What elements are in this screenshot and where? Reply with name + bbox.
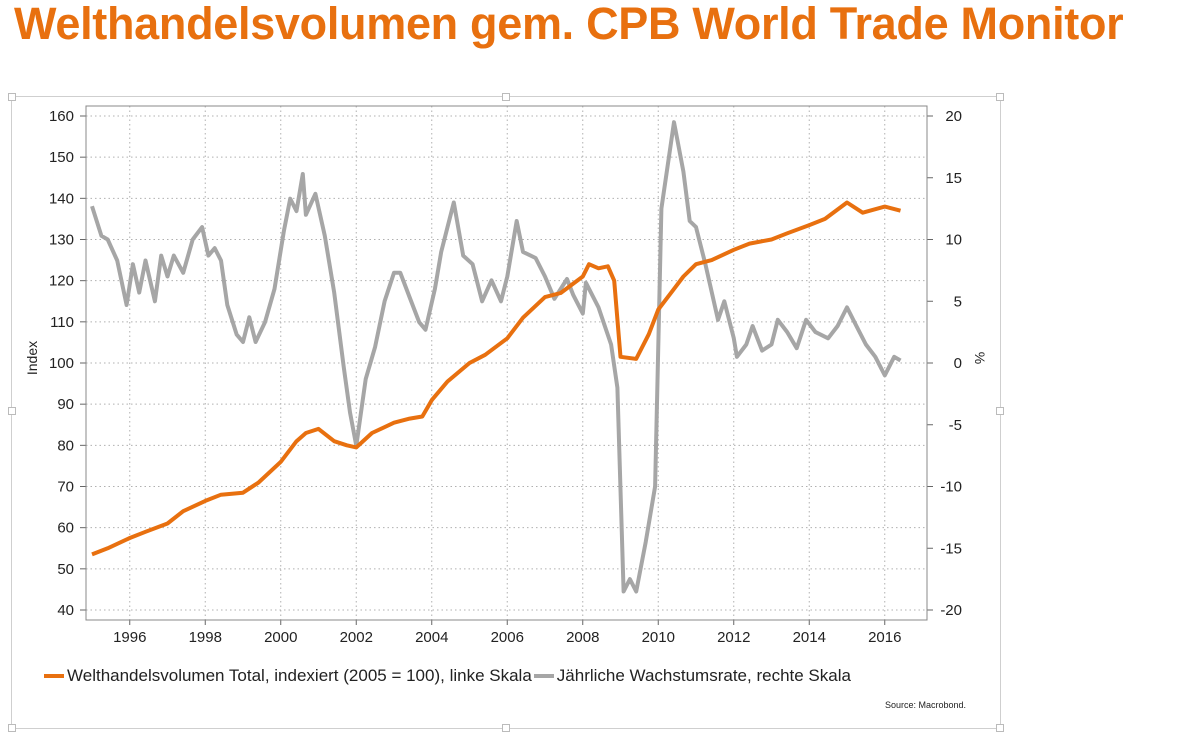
legend: Welthandelsvolumen Total, indexiert (200… bbox=[44, 666, 851, 686]
series-line-growth bbox=[90, 120, 902, 594]
y-right-tick-label: 20 bbox=[945, 108, 962, 125]
y-left-tick-label: 130 bbox=[49, 232, 74, 249]
legend-label-growth: Jährliche Wachstumsrate, rechte Skala bbox=[556, 666, 851, 685]
y-right-tick-label: -10 bbox=[940, 479, 962, 496]
plot-area bbox=[85, 105, 928, 621]
y-left-tick-label: 80 bbox=[57, 437, 74, 454]
x-tick-label: 2008 bbox=[566, 629, 599, 646]
y-right-tick-label: 5 bbox=[954, 293, 962, 310]
y-left-tick-label: 90 bbox=[57, 396, 74, 413]
resize-handle[interactable] bbox=[8, 724, 16, 732]
y-right-tick-label: 10 bbox=[945, 232, 962, 249]
y-right-tick-label: -15 bbox=[940, 540, 962, 557]
x-tick-label: 2016 bbox=[868, 629, 901, 646]
y-left-tick-label: 70 bbox=[57, 479, 74, 496]
y-left-tick-label: 110 bbox=[50, 314, 74, 331]
resize-handle[interactable] bbox=[8, 407, 16, 415]
y-left-tick-label: 60 bbox=[57, 520, 74, 537]
x-tick-label: 2004 bbox=[415, 629, 448, 646]
legend-label-index: Welthandelsvolumen Total, indexiert (200… bbox=[67, 666, 532, 685]
resize-handle[interactable] bbox=[8, 93, 16, 101]
x-tick-label: 2002 bbox=[340, 629, 373, 646]
x-tick-label: 2014 bbox=[793, 629, 826, 646]
y-right-tick-label: 15 bbox=[945, 170, 962, 187]
x-tick-label: 2010 bbox=[642, 629, 675, 646]
chart-frame[interactable] bbox=[8, 93, 1004, 732]
resize-handle[interactable] bbox=[502, 724, 510, 732]
x-tick-label: 2012 bbox=[717, 629, 750, 646]
source-note: Source: Macrobond. bbox=[885, 700, 967, 710]
series-line-index bbox=[91, 200, 902, 557]
x-tick-label: 2006 bbox=[491, 629, 524, 646]
y-right-tick-label: -5 bbox=[949, 417, 962, 434]
x-tick-label: 1998 bbox=[189, 629, 222, 646]
y-left-tick-label: 160 bbox=[49, 108, 74, 125]
resize-handle[interactable] bbox=[502, 93, 510, 101]
y-left-tick-label: 120 bbox=[49, 273, 74, 290]
resize-handle[interactable] bbox=[996, 93, 1004, 101]
x-tick-label: 1996 bbox=[113, 629, 146, 646]
legend-swatch-growth bbox=[533, 674, 554, 678]
y-right-tick-label: -20 bbox=[940, 602, 962, 619]
y-left-tick-label: 50 bbox=[57, 561, 74, 578]
y-right-axis-label: % bbox=[972, 352, 988, 364]
resize-handle[interactable] bbox=[996, 407, 1004, 415]
y-right-tick-label: 0 bbox=[954, 355, 962, 372]
legend-swatch-index bbox=[44, 674, 64, 678]
y-left-tick-label: 40 bbox=[57, 602, 74, 619]
x-tick-label: 2000 bbox=[264, 629, 297, 646]
y-left-tick-label: 140 bbox=[49, 190, 74, 207]
y-left-axis-label: Index bbox=[24, 341, 40, 375]
resize-handle[interactable] bbox=[996, 724, 1004, 732]
y-left-tick-label: 100 bbox=[49, 355, 74, 372]
y-left-tick-label: 150 bbox=[49, 149, 74, 166]
page-title: Welthandelsvolumen gem. CPB World Trade … bbox=[14, 0, 1124, 49]
